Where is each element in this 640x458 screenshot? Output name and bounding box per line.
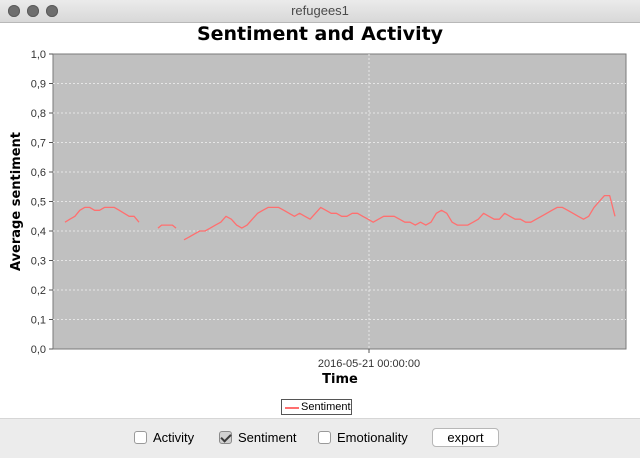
legend-label: Sentiment xyxy=(301,401,351,413)
chart-panel: 0,0 0,1 0,2 0,3 0,4 0,5 0,6 0,7 0,8 0,9 1,0 2016-05… xyxy=(0,23,640,418)
emotionality-checkbox[interactable] xyxy=(318,431,331,444)
y-axis-label: Average sentiment xyxy=(9,132,24,271)
chart-legend: Sentiment xyxy=(281,399,352,415)
sentiment-series-line xyxy=(183,194,616,241)
y-tick-label: 0,5 xyxy=(31,197,46,209)
minimize-window-button[interactable] xyxy=(27,5,39,17)
controls-bar: Activity Sentiment Emotionality export xyxy=(0,418,640,458)
chart-title: Sentiment and Activity xyxy=(196,23,444,45)
legend-swatch xyxy=(285,407,299,409)
y-tick-label: 0,6 xyxy=(31,167,46,179)
y-tick-label: 0,8 xyxy=(31,108,46,120)
sentiment-checkbox[interactable] xyxy=(219,431,232,444)
title-bar[interactable]: refugees1 xyxy=(0,0,640,23)
y-tick-label: 0,4 xyxy=(31,226,46,238)
sentiment-label[interactable]: Sentiment xyxy=(238,430,297,445)
activity-label[interactable]: Activity xyxy=(153,430,195,445)
chart: 0,0 0,1 0,2 0,3 0,4 0,5 0,6 0,7 0,8 0,9 1,0 2016-05… xyxy=(9,49,627,387)
sentiment-series-line xyxy=(157,224,177,229)
sentiment-series-line xyxy=(64,206,140,223)
window-title: refugees1 xyxy=(291,3,349,18)
activity-checkbox[interactable] xyxy=(134,431,147,444)
y-tick-label: 0,7 xyxy=(31,138,46,150)
y-tick-label: 0,0 xyxy=(31,344,46,356)
export-button[interactable]: export xyxy=(432,428,499,447)
y-tick-label: 0,2 xyxy=(31,285,46,297)
emotionality-label[interactable]: Emotionality xyxy=(337,430,408,445)
x-tick-label: 2016-05-21 00:00:00 xyxy=(318,358,420,370)
y-tick-label: 1,0 xyxy=(31,49,46,61)
y-tick-label: 0,3 xyxy=(31,256,46,268)
y-tick-label: 0,1 xyxy=(31,315,46,327)
y-tick-label: 0,9 xyxy=(31,79,46,91)
zoom-window-button[interactable] xyxy=(46,5,58,17)
x-axis-label: Time xyxy=(322,372,358,387)
close-window-button[interactable] xyxy=(8,5,20,17)
